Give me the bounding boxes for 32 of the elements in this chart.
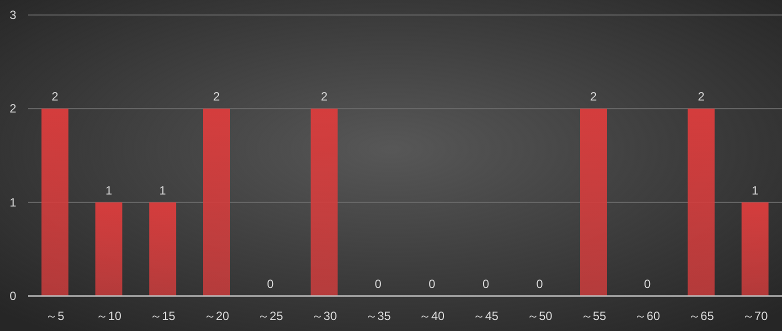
x-tick-label: ～10 [96,309,122,323]
data-label: 0 [267,277,274,291]
data-label: 2 [52,90,59,104]
x-tick-label: ～15 [150,309,176,323]
data-label: 0 [428,277,436,291]
y-tick-label: 1 [10,195,17,210]
data-label: 2 [698,90,705,104]
y-tick-label: 0 [10,289,17,303]
x-tick-label: ～70 [742,309,768,323]
data-label: 1 [105,183,112,198]
x-tick-label: ～65 [688,309,714,323]
data-label: 2 [320,90,328,104]
x-tick-label: ～20 [204,309,230,323]
x-tick-label: ～45 [473,309,499,323]
data-label: 0 [482,277,490,291]
data-label: 1 [752,183,759,198]
x-tick-label: ～30 [312,309,338,323]
y-tick-label: 3 [10,8,17,22]
x-tick-label: ～25 [258,309,284,323]
x-tick-label: ～5 [46,309,65,323]
data-label: 2 [590,90,598,104]
data-label: 0 [374,277,382,291]
data-label: 0 [644,277,652,291]
data-label: 2 [213,90,220,104]
data-label: 1 [159,183,166,198]
x-tick-label: ～55 [580,309,606,323]
x-tick-label: ～35 [365,309,392,323]
x-tick-label: ～60 [634,309,660,323]
x-tick-label: ～40 [419,309,445,323]
y-tick-label: 2 [10,102,17,116]
x-tick-label: ～50 [526,309,553,323]
data-label: 0 [536,277,544,291]
